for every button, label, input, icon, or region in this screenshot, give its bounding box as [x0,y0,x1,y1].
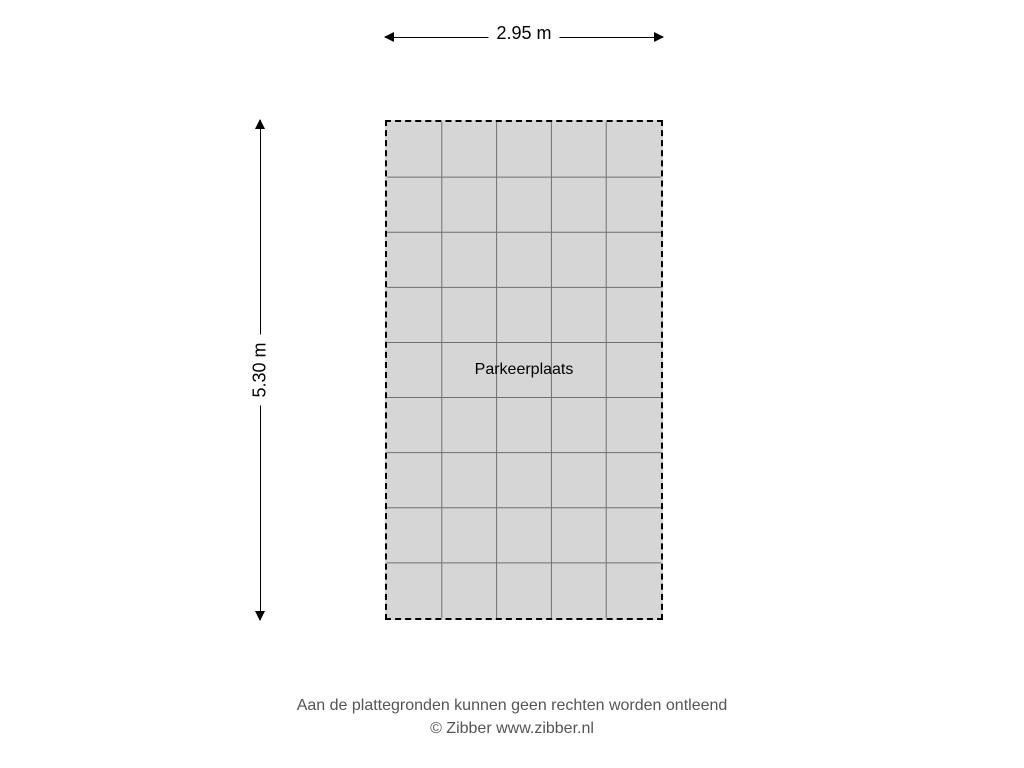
footer: Aan de plattegronden kunnen geen rechten… [0,695,1024,740]
width-dim-label: 2.95 m [488,23,559,44]
width-dimension: 2.95 m [385,25,663,55]
parking-plot: Parkeerplaats [385,120,663,620]
floorplan-canvas: 2.95 m 5.30 m Parkeerplaats Aan de platt… [0,0,1024,768]
footer-line2: © Zibber www.zibber.nl [0,718,1024,740]
height-dim-label: 5.30 m [250,334,271,405]
arrow-up-icon [255,119,265,129]
footer-line1: Aan de plattegronden kunnen geen rechten… [0,695,1024,717]
room-label: Parkeerplaats [475,361,574,379]
arrow-left-icon [384,32,394,42]
arrow-right-icon [654,32,664,42]
arrow-down-icon [255,611,265,621]
height-dimension: 5.30 m [248,120,278,620]
